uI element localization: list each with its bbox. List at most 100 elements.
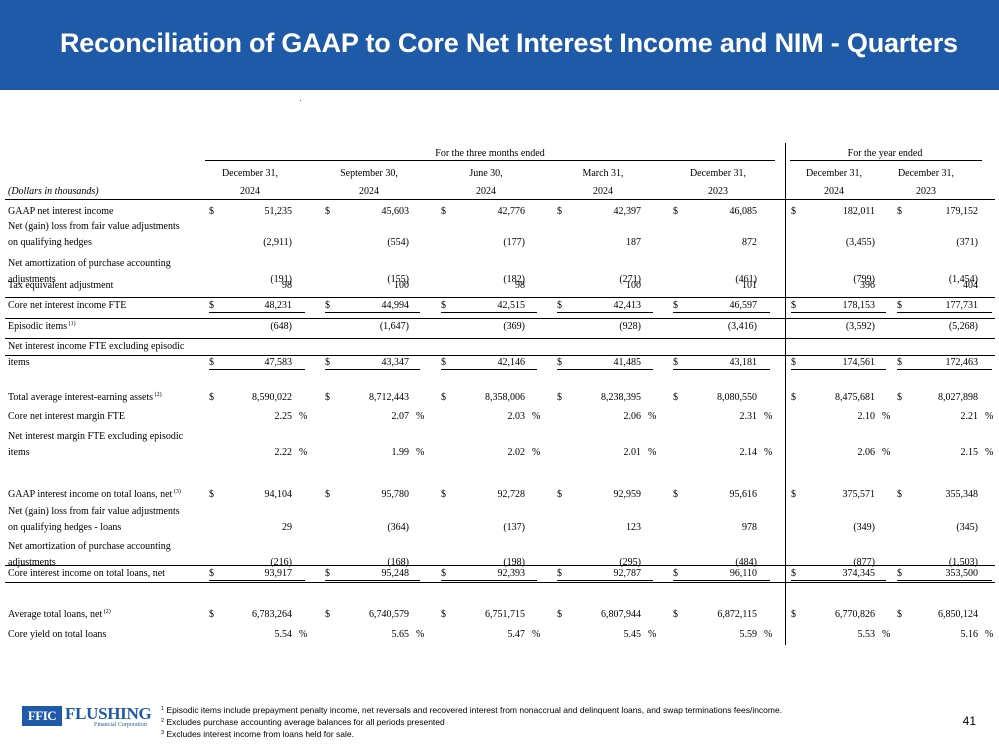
dollar-sign: $ — [441, 568, 446, 579]
column-header-line2: 2024 — [593, 186, 613, 197]
table-cell: 95,780 — [381, 489, 410, 500]
percent-sign: % — [532, 411, 541, 422]
percent-sign: % — [985, 447, 994, 458]
table-cell: 94,104 — [264, 489, 293, 500]
total-underline — [325, 369, 420, 370]
dollar-sign: $ — [791, 300, 796, 311]
total-underline — [897, 580, 992, 581]
dollar-sign: $ — [325, 609, 330, 620]
table-cell: 2.07 — [391, 411, 410, 422]
footnote-marker: (3) — [172, 489, 181, 495]
dollar-sign: $ — [209, 206, 214, 217]
total-underline — [209, 369, 305, 370]
table-cell: 355,348 — [945, 489, 979, 500]
table-cell: 43,347 — [381, 357, 410, 368]
dollar-sign: $ — [791, 357, 796, 368]
table-cell: 44,994 — [381, 300, 410, 311]
table-cell: (369) — [503, 321, 525, 332]
table-cell: 29 — [282, 522, 292, 533]
table-cell: 48,231 — [264, 300, 293, 311]
dollar-sign: $ — [791, 568, 796, 579]
table-cell: (345) — [956, 522, 978, 533]
table-cell: 41,485 — [613, 357, 642, 368]
percent-sign: % — [299, 411, 308, 422]
dollar-sign: $ — [209, 357, 214, 368]
row-label: Net interest margin FTE excluding episod… — [8, 431, 184, 442]
total-underline — [209, 312, 305, 313]
table-cell: 2.02 — [507, 447, 526, 458]
dollar-sign: $ — [325, 489, 330, 500]
dollar-sign: $ — [441, 392, 446, 403]
page-number: 41 — [962, 714, 976, 728]
table-cell: 172,463 — [945, 357, 979, 368]
total-underline — [673, 580, 770, 581]
dollar-sign: $ — [557, 489, 562, 500]
row-label: Net amortization of purchase accounting — [8, 258, 171, 269]
column-header-line1: December 31, — [897, 168, 955, 179]
table-cell: 5.45 — [623, 629, 642, 640]
table-cell: 8,358,006 — [485, 392, 525, 403]
total-underline — [557, 580, 653, 581]
table-cell: 374,345 — [842, 568, 876, 579]
row-label: Core yield on total loans — [8, 629, 107, 640]
table-cell: (1,454) — [948, 274, 978, 285]
percent-sign: % — [764, 629, 773, 640]
row-label: GAAP interest income on total loans, net… — [8, 489, 181, 500]
row-rule — [5, 355, 995, 356]
table-cell: 95,248 — [381, 568, 410, 579]
table-cell: 872 — [742, 237, 757, 248]
table-cell: (5,268) — [948, 321, 978, 332]
table-cell: (799) — [853, 274, 875, 285]
row-label: GAAP net interest income — [8, 206, 114, 217]
row-rule — [5, 582, 995, 583]
row-label: Core net interest income FTE — [8, 300, 127, 311]
row-label: items — [8, 357, 30, 368]
table-cell: 2.01 — [623, 447, 642, 458]
column-header-line2: 2024 — [240, 186, 260, 197]
dollar-sign: $ — [791, 206, 796, 217]
table-cell: 92,728 — [497, 489, 526, 500]
column-header-line2: 2023 — [708, 186, 728, 197]
table-cell: 8,712,443 — [369, 392, 409, 403]
table-cell: 43,181 — [729, 357, 758, 368]
percent-sign: % — [416, 447, 425, 458]
dollar-sign: $ — [441, 357, 446, 368]
total-underline — [441, 312, 537, 313]
column-header-line2: 2024 — [476, 186, 496, 197]
total-underline — [209, 580, 305, 581]
row-rule — [5, 565, 995, 566]
table-cell: 100 — [394, 280, 409, 291]
table-cell: 42,413 — [613, 300, 642, 311]
table-cell: 6,850,124 — [938, 609, 978, 620]
table-cell: (1,503) — [948, 557, 978, 568]
title-bar — [0, 0, 999, 90]
total-underline — [791, 580, 886, 581]
dollar-sign: $ — [325, 357, 330, 368]
table-cell: 92,393 — [497, 568, 526, 579]
dollar-sign: $ — [673, 568, 678, 579]
percent-sign: % — [648, 629, 657, 640]
dollar-sign: $ — [325, 392, 330, 403]
table-cell: 353,500 — [945, 568, 979, 579]
dollar-sign: $ — [441, 206, 446, 217]
table-cell: 46,085 — [729, 206, 758, 217]
dollar-sign: $ — [441, 609, 446, 620]
header-rule-year — [790, 160, 982, 161]
row-label: Net (gain) loss from fair value adjustme… — [8, 221, 180, 232]
dollar-sign: $ — [897, 357, 902, 368]
table-cell: (137) — [503, 522, 525, 533]
dollar-sign: $ — [897, 609, 902, 620]
table-cell: (928) — [619, 321, 641, 332]
dollar-sign: $ — [209, 300, 214, 311]
total-underline — [325, 580, 420, 581]
table-cell: 5.54 — [274, 629, 293, 640]
row-label: on qualifying hedges — [8, 237, 92, 248]
dollar-sign: $ — [791, 392, 796, 403]
table-cell: 8,027,898 — [938, 392, 978, 403]
total-underline — [557, 369, 653, 370]
table-cell: 92,787 — [613, 568, 642, 579]
table-cell: (1,647) — [379, 321, 409, 332]
row-label: Net interest income FTE excluding episod… — [8, 341, 185, 352]
table-cell: 6,740,579 — [369, 609, 409, 620]
table-cell: 8,475,681 — [835, 392, 875, 403]
